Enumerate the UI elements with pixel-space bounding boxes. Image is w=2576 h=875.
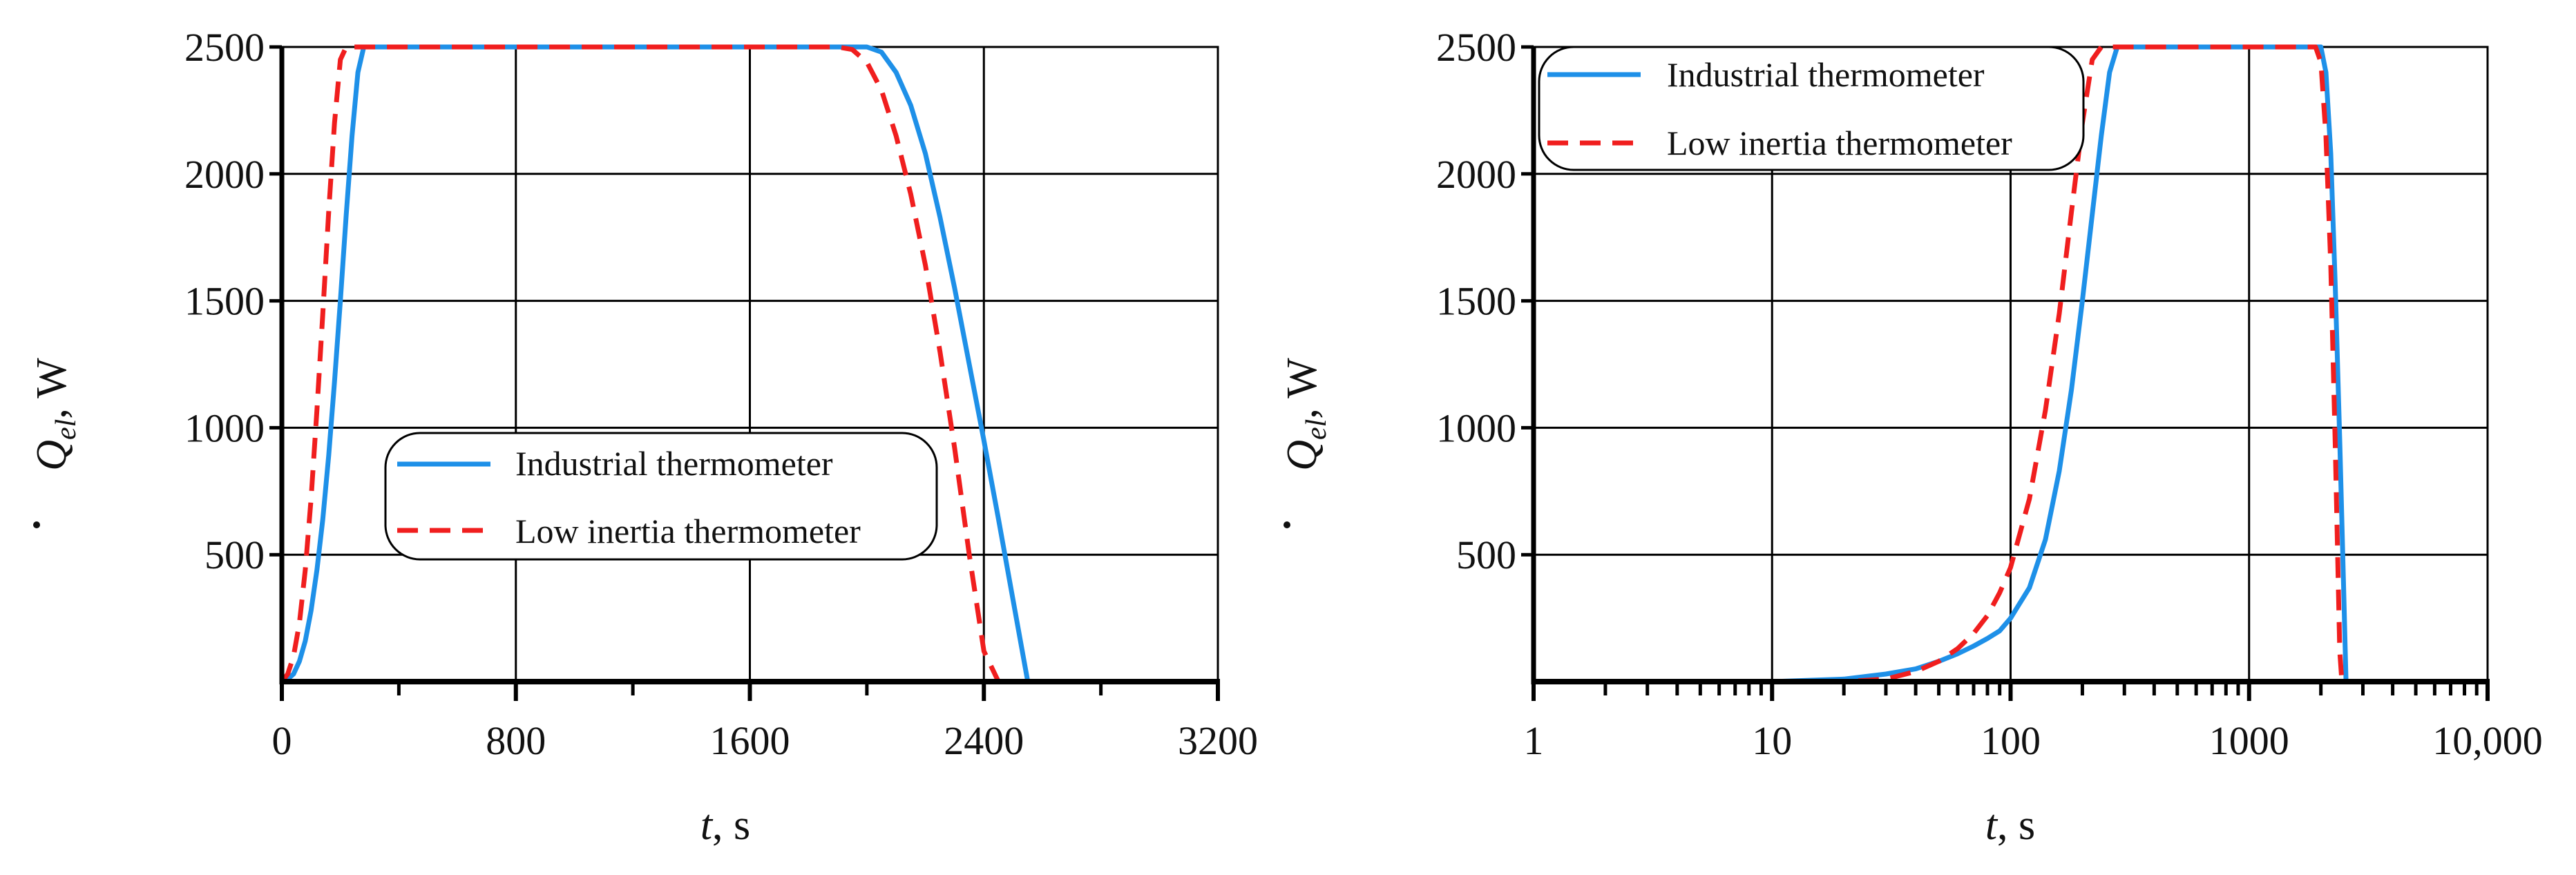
legend-box-linear [384,432,938,561]
x-axis-title-log: t, s [1985,802,2035,849]
y-tick-label: 1000 [1436,405,1516,450]
x-tick-label: 10,000 [2432,718,2543,763]
legend-box-log [1538,46,2085,171]
legend-label-low-inertia-linear: Low inertia thermometer [515,512,861,550]
x-tick-label: 3200 [1178,718,1258,763]
series-low-inertia-thermometer [280,44,1218,684]
axes-linear [269,45,1220,701]
x-tick-label: 1 [1524,718,1544,763]
q-dot-mark [33,521,40,528]
y-tick-label: 2000 [1436,152,1516,197]
y-tick-label: 1000 [184,405,265,450]
series-group-linear [280,44,1218,684]
y-tick-label: 1500 [184,279,265,324]
y-tick-label: 2500 [184,25,265,70]
legend-label-industrial-linear: Industrial thermometer [515,444,833,483]
y-tick-label: 1500 [1436,279,1516,324]
series-low-inertia-thermometer [1534,44,2363,684]
x-tick-label: 100 [1981,718,2041,763]
legend-log: Industrial thermometer Low inertia therm… [1538,46,2085,171]
series-industrial-thermometer [280,44,1218,684]
x-tick-label: 1000 [2209,718,2289,763]
y-tick-label: 2500 [1436,25,1516,70]
series-group-log [1534,44,2363,684]
y-axis-title-log: Qel, W [1279,358,1333,471]
x-tick-label: 2400 [944,718,1024,763]
y-axis-title-linear: Qel, W [28,358,82,471]
x-axis-title-linear: t, s [700,802,750,849]
chart-log: 500 1000 1500 2000 2500 1 10 100 1000 10,000 Qel,… [1279,25,2543,849]
y-tick-label: 2000 [184,152,265,197]
tick-labels-linear: 500 1000 1500 2000 2500 0 800 1600 2400 3200 [184,25,1258,763]
axes-log [1521,45,2490,701]
legend-label-low-inertia-log: Low inertia thermometer [1667,124,2012,162]
tick-labels-log: 500 1000 1500 2000 2500 1 10 100 1000 10,000 [1436,25,2543,763]
grid-linear [280,46,1219,683]
x-tick-label: 800 [486,718,546,763]
legend-label-industrial-log: Industrial thermometer [1667,55,1985,94]
legend-linear: Industrial thermometer Low inertia therm… [384,432,938,561]
y-tick-label: 500 [204,532,265,577]
y-tick-label: 500 [1456,532,1516,577]
x-tick-label: 0 [272,718,292,763]
x-tick-label: 1600 [710,718,790,763]
x-tick-label: 10 [1752,718,1792,763]
chart-linear: 500 1000 1500 2000 2500 0 800 1600 2400 3200 Qel,… [28,25,1258,849]
q-dot-mark [1284,521,1290,528]
